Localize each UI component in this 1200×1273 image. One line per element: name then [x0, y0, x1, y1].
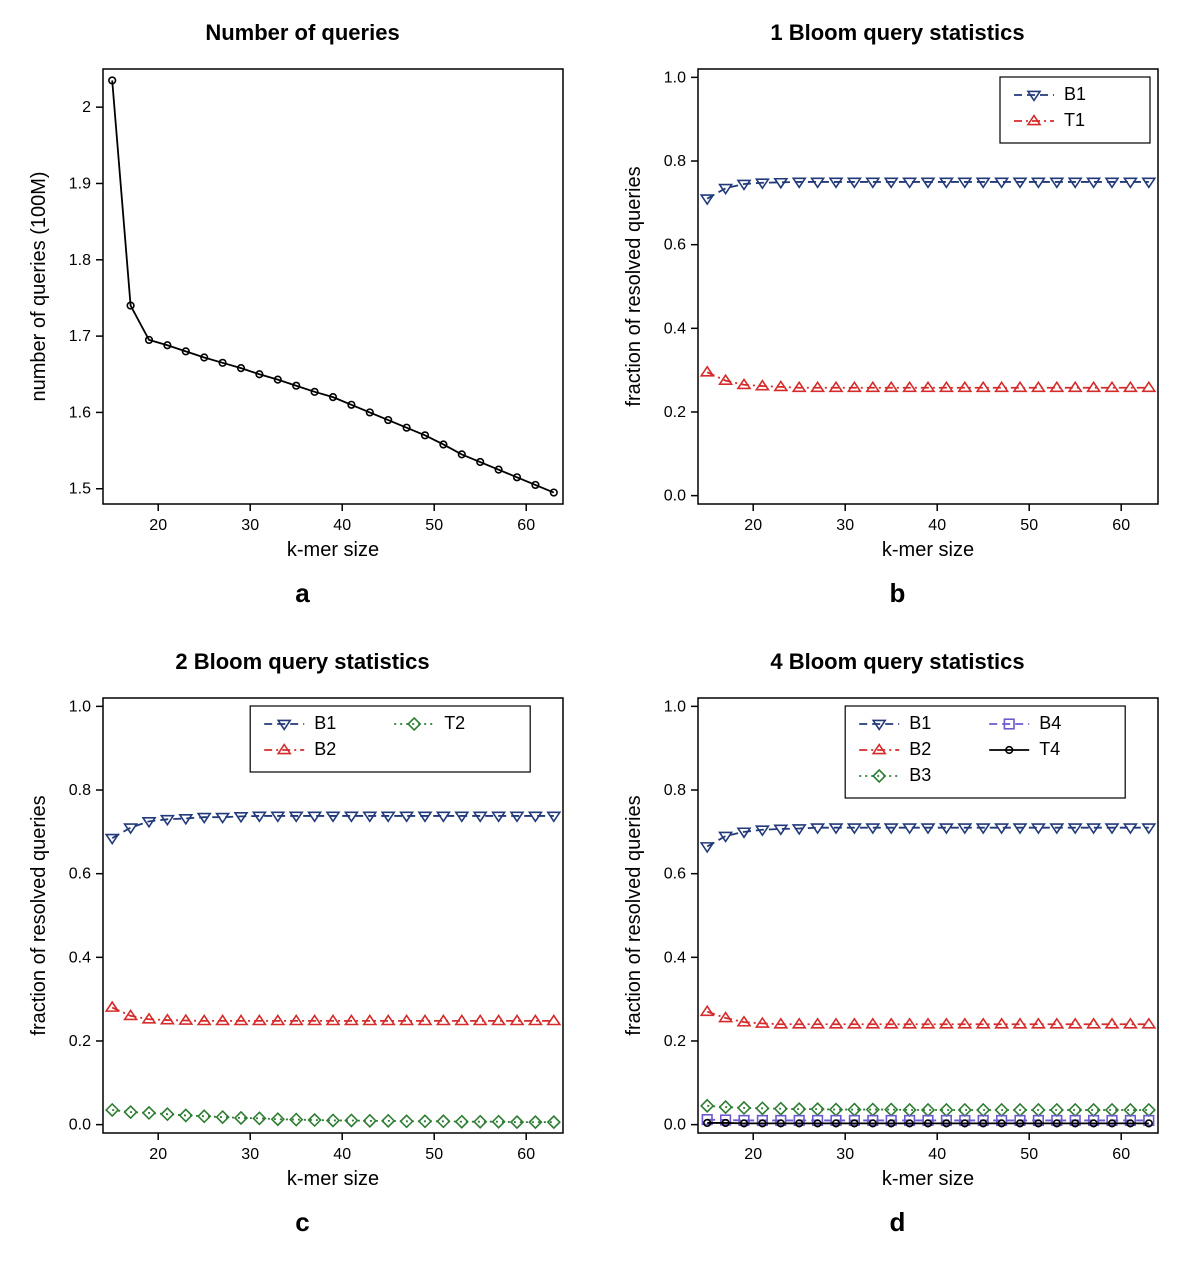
svg-text:0.4: 0.4	[68, 949, 90, 966]
svg-text:1.0: 1.0	[663, 698, 685, 715]
svg-text:60: 60	[1112, 1146, 1130, 1163]
panel-b: 1 Bloom query statistics 20 30 40 50 60 0.0 0.…	[615, 20, 1180, 609]
svg-text:0.8: 0.8	[663, 153, 685, 170]
svg-text:fraction of resolved queries: fraction of resolved queries	[623, 166, 645, 406]
panel-c-svg: 20 30 40 50 60 0.0 0.2 0.4 0.6 0.8 1.0 k-mer size fr…	[23, 683, 583, 1203]
svg-text:50: 50	[1020, 1146, 1038, 1163]
chart-grid: Number of queries 20 30 40 50 60 1.5 1.6 1.7 1.8…	[20, 20, 1180, 1238]
panel-a-title: Number of queries	[205, 20, 399, 46]
svg-text:1.0: 1.0	[663, 69, 685, 86]
svg-text:40: 40	[928, 1146, 946, 1163]
svg-text:0.6: 0.6	[663, 237, 685, 254]
svg-text:k-mer size: k-mer size	[286, 1168, 378, 1190]
svg-text:B1: B1	[1064, 84, 1086, 104]
svg-text:50: 50	[425, 1146, 443, 1163]
svg-text:number of queries (100M): number of queries (100M)	[28, 171, 50, 401]
svg-text:20: 20	[744, 517, 762, 534]
svg-text:20: 20	[149, 1146, 167, 1163]
panel-b-title: 1 Bloom query statistics	[770, 20, 1024, 46]
svg-text:0.4: 0.4	[663, 320, 685, 337]
svg-text:20: 20	[149, 517, 167, 534]
svg-text:0.0: 0.0	[663, 1117, 685, 1134]
panel-c-title: 2 Bloom query statistics	[175, 649, 429, 675]
panel-d-title: 4 Bloom query statistics	[770, 649, 1024, 675]
panel-b-letter: b	[890, 578, 906, 609]
svg-text:T2: T2	[444, 713, 465, 733]
svg-text:0.0: 0.0	[663, 488, 685, 505]
svg-text:B1: B1	[909, 713, 931, 733]
svg-text:fraction of resolved queries: fraction of resolved queries	[623, 795, 645, 1035]
svg-text:0.6: 0.6	[68, 866, 90, 883]
svg-text:0.8: 0.8	[68, 782, 90, 799]
svg-text:k-mer size: k-mer size	[881, 1168, 973, 1190]
svg-text:1.9: 1.9	[68, 175, 90, 192]
svg-text:B2: B2	[314, 739, 336, 759]
svg-text:T1: T1	[1064, 110, 1085, 130]
panel-a: Number of queries 20 30 40 50 60 1.5 1.6 1.7 1.8…	[20, 20, 585, 609]
svg-text:0.6: 0.6	[663, 866, 685, 883]
svg-text:B2: B2	[909, 739, 931, 759]
svg-text:60: 60	[1112, 517, 1130, 534]
svg-text:0.8: 0.8	[663, 782, 685, 799]
svg-text:fraction of resolved queries: fraction of resolved queries	[28, 795, 50, 1035]
svg-text:1.5: 1.5	[68, 481, 90, 498]
svg-text:20: 20	[744, 1146, 762, 1163]
svg-text:40: 40	[928, 517, 946, 534]
svg-text:30: 30	[241, 1146, 259, 1163]
svg-text:1.8: 1.8	[68, 252, 90, 269]
svg-text:B3: B3	[909, 765, 931, 785]
svg-text:30: 30	[836, 1146, 854, 1163]
svg-text:50: 50	[425, 517, 443, 534]
panel-d-letter: d	[890, 1207, 906, 1238]
svg-text:1.7: 1.7	[68, 328, 90, 345]
svg-text:40: 40	[333, 1146, 351, 1163]
svg-text:1.0: 1.0	[68, 698, 90, 715]
svg-text:30: 30	[241, 517, 259, 534]
svg-text:30: 30	[836, 517, 854, 534]
svg-text:60: 60	[517, 1146, 535, 1163]
svg-text:k-mer size: k-mer size	[881, 539, 973, 561]
panel-c-letter: c	[295, 1207, 309, 1238]
panel-a-letter: a	[295, 578, 309, 609]
svg-text:k-mer size: k-mer size	[286, 539, 378, 561]
svg-text:B4: B4	[1039, 713, 1061, 733]
svg-text:40: 40	[333, 517, 351, 534]
svg-text:0.2: 0.2	[68, 1033, 90, 1050]
panel-c: 2 Bloom query statistics 20 30 40 50 60 0.0 0.…	[20, 649, 585, 1238]
panel-d-svg: 20 30 40 50 60 0.0 0.2 0.4 0.6 0.8 1.0 k-mer size fr…	[618, 683, 1178, 1203]
panel-a-svg: 20 30 40 50 60 1.5 1.6 1.7 1.8 1.9 2 k-mer size numb…	[23, 54, 583, 574]
svg-text:T4: T4	[1039, 739, 1060, 759]
svg-text:B1: B1	[314, 713, 336, 733]
svg-text:0.4: 0.4	[663, 949, 685, 966]
panel-b-svg: 20 30 40 50 60 0.0 0.2 0.4 0.6 0.8 1.0 k-mer size fr…	[618, 54, 1178, 574]
svg-text:0.2: 0.2	[663, 404, 685, 421]
panel-d: 4 Bloom query statistics 20 30 40 50 60 0.0 0.…	[615, 649, 1180, 1238]
svg-text:60: 60	[517, 517, 535, 534]
svg-text:2: 2	[82, 99, 91, 116]
svg-text:0.2: 0.2	[663, 1033, 685, 1050]
svg-text:0.0: 0.0	[68, 1117, 90, 1134]
svg-text:50: 50	[1020, 517, 1038, 534]
svg-text:1.6: 1.6	[68, 404, 90, 421]
